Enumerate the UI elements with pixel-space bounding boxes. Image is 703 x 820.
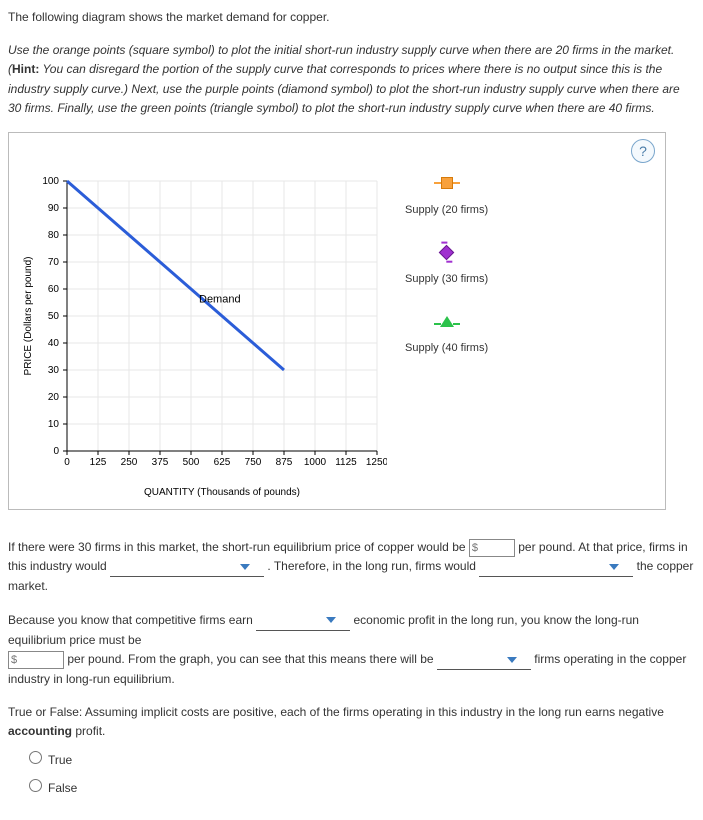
svg-text:250: 250 [121,457,138,468]
svg-text:0: 0 [64,457,70,468]
instruction-text: Use the orange points (square symbol) to… [8,41,695,118]
dropdown-firm-count[interactable] [437,650,531,670]
svg-text:40: 40 [48,338,60,349]
q1-text-a: If there were 30 firms in this market, t… [8,540,469,554]
false-radio[interactable] [29,779,42,792]
svg-text:20: 20 [48,392,60,403]
false-option[interactable]: False [24,776,695,798]
tf-prompt-b: profit. [72,724,105,738]
svg-text:125: 125 [90,457,107,468]
true-radio[interactable] [29,751,42,764]
chevron-down-icon [326,617,336,623]
svg-text:QUANTITY (Thousands of pounds): QUANTITY (Thousands of pounds) [144,487,300,498]
q1-text-c: . Therefore, in the long run, firms woul… [267,559,479,573]
svg-text:60: 60 [48,284,60,295]
legend-item-40[interactable]: Supply (40 firms) [405,316,488,357]
svg-text:PRICE (Dollars per pound): PRICE (Dollars per pound) [23,256,34,375]
true-option[interactable]: True [24,748,695,770]
svg-text:90: 90 [48,203,60,214]
chevron-down-icon [507,657,517,663]
svg-text:0: 0 [53,446,59,457]
svg-text:10: 10 [48,419,60,430]
question-2: Because you know that competitive firms … [8,611,695,690]
dropdown-profit-loss[interactable] [110,557,264,577]
svg-text:Demand: Demand [199,293,241,305]
dropdown-profit-type[interactable] [256,611,350,631]
chevron-down-icon [240,564,250,570]
legend-label-40: Supply (40 firms) [405,340,488,358]
tf-prompt-a: True or False: Assuming implicit costs a… [8,705,664,719]
price-input-1[interactable] [469,539,515,557]
demand-chart[interactable]: 0 125 250 375 500 625 750 875 1000 1125 1250 0 10 20 3… [17,171,387,501]
help-button[interactable]: ? [631,139,655,163]
triangle-icon [440,316,454,327]
legend-item-20[interactable]: Supply (20 firms) [405,177,488,219]
tf-prompt-bold: accounting [8,724,72,738]
square-icon [441,177,453,189]
q2-text-c: per pound. From the graph, you can see t… [67,652,437,666]
svg-text:50: 50 [48,311,60,322]
legend-label-20: Supply (20 firms) [405,202,488,220]
intro-text: The following diagram shows the market d… [8,8,695,27]
svg-text:1125: 1125 [335,457,357,468]
question-1: If there were 30 firms in this market, t… [8,538,695,597]
svg-text:875: 875 [276,457,293,468]
true-false-question: True or False: Assuming implicit costs a… [8,703,695,798]
q2-text-a: Because you know that competitive firms … [8,613,256,627]
true-label: True [48,753,72,767]
legend: Supply (20 firms) Supply (30 firms) Supp… [405,171,488,501]
svg-text:1250: 1250 [366,457,387,468]
svg-text:1000: 1000 [304,457,327,468]
svg-text:80: 80 [48,230,60,241]
svg-text:375: 375 [152,457,169,468]
dropdown-enter-exit[interactable] [479,557,633,577]
svg-text:100: 100 [42,176,59,187]
svg-text:70: 70 [48,257,60,268]
chart-container: ? 0 125 250 375 500 625 750 875 1000 1125 1250 0 10 2… [8,132,666,510]
svg-text:500: 500 [183,457,200,468]
svg-text:625: 625 [214,457,231,468]
svg-text:30: 30 [48,365,60,376]
svg-text:750: 750 [245,457,262,468]
hint-label: Hint: [12,62,39,76]
false-label: False [48,781,77,795]
instruction-rest: You can disregard the portion of the sup… [8,62,680,114]
legend-item-30[interactable]: Supply (30 firms) [405,247,488,288]
diamond-icon [439,245,455,261]
price-input-2[interactable] [8,651,64,669]
chevron-down-icon [609,564,619,570]
legend-label-30: Supply (30 firms) [405,271,488,289]
